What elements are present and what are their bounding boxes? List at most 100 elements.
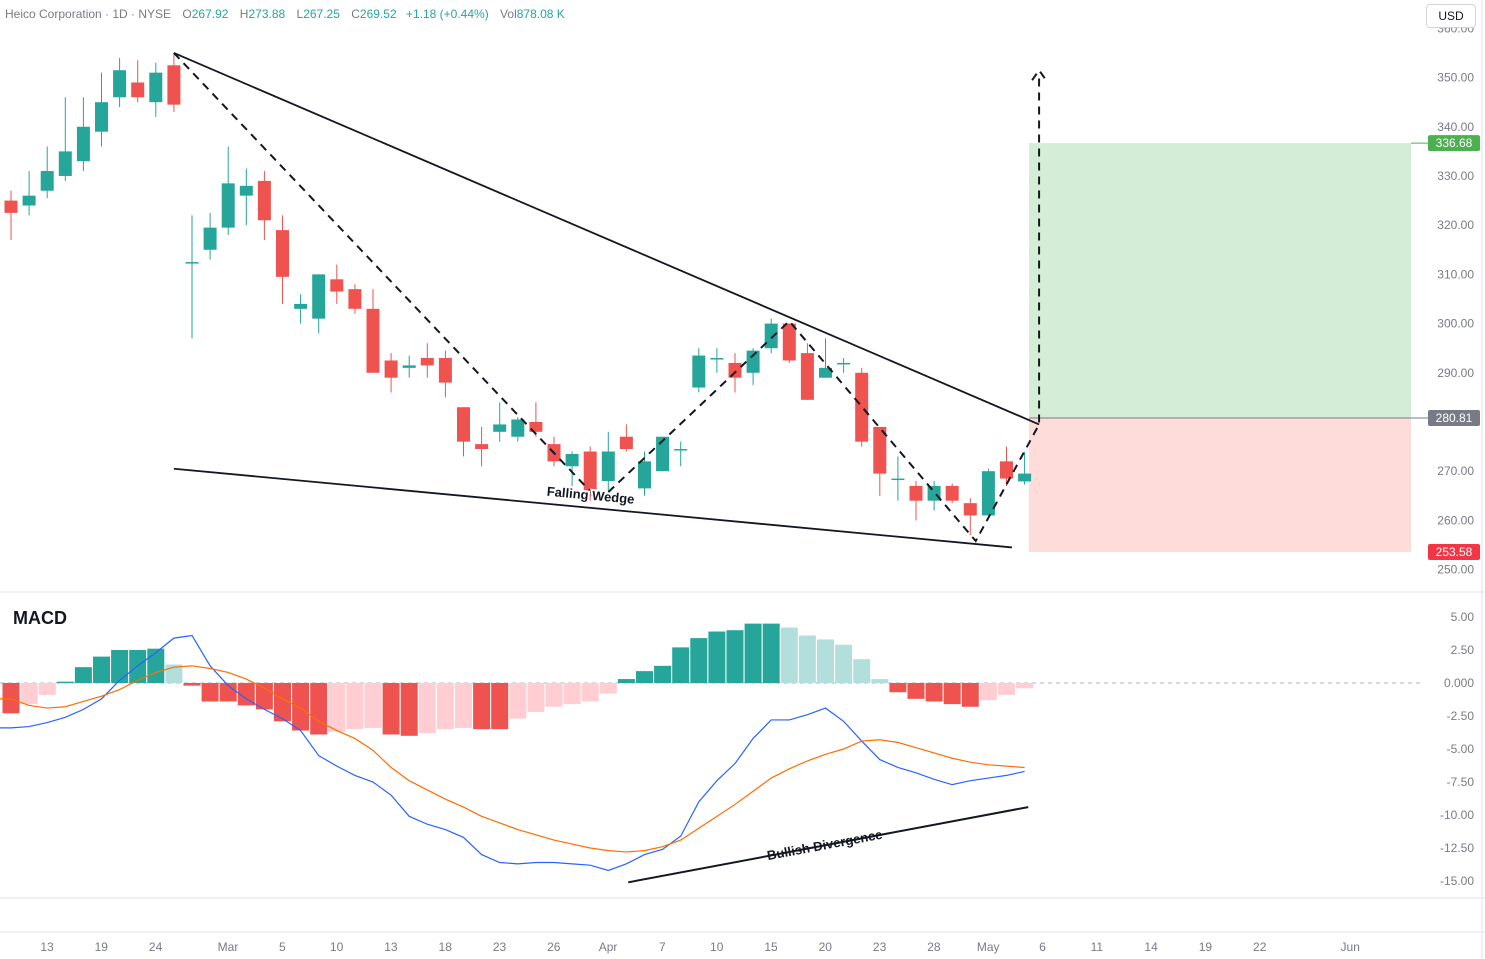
low-label: L (296, 7, 304, 21)
candle-body (203, 227, 217, 250)
symbol-legend: Heico Corporation · 1D · NYSE O267.92 H2… (5, 7, 565, 21)
candle (131, 60, 145, 103)
candle (457, 407, 470, 457)
candle (619, 424, 633, 452)
divergence-line (628, 806, 1029, 884)
time-tick-label: 10 (710, 940, 724, 954)
candle (873, 426, 887, 496)
candle (402, 355, 416, 378)
histogram-bar (979, 683, 997, 701)
histogram-bar (2, 683, 20, 714)
target-price-tag: 336.68 (1428, 135, 1480, 152)
candle (257, 171, 271, 240)
entry-price-tag-text: 280.81 (1436, 411, 1473, 425)
candle-body (583, 451, 597, 496)
macd-tick-label: -10.00 (1440, 808, 1474, 822)
histogram-bar (56, 681, 74, 683)
histogram-bar (328, 683, 346, 732)
candle-body (76, 126, 90, 162)
candle (475, 426, 489, 467)
candle-body (873, 426, 887, 474)
candle (167, 52, 181, 113)
currency-button[interactable]: USD (1426, 4, 1476, 28)
candle-body (113, 70, 127, 98)
change-value: +1.18 (+0.44%) (405, 7, 489, 21)
candle-body (565, 453, 579, 467)
histogram-bar (400, 683, 418, 736)
candle-body (330, 279, 344, 292)
candle-body (764, 323, 778, 349)
macd-tick-label: -15.00 (1440, 874, 1474, 888)
histogram-bar (274, 683, 291, 722)
candle (276, 215, 289, 304)
candle-body (692, 355, 706, 388)
candle-body (221, 183, 235, 228)
histogram-bar (219, 683, 237, 702)
target-price-tag-bg (1428, 135, 1480, 152)
candle-body (1000, 461, 1013, 479)
candle (294, 294, 308, 324)
price-tick-label: 260.00 (1437, 513, 1474, 527)
candle (656, 436, 670, 472)
zigzag-dashed-path (173, 52, 1041, 543)
time-tick-label: 11 (1091, 940, 1104, 954)
macd-tick-label: -2.50 (1447, 709, 1475, 723)
candle-body (529, 421, 543, 432)
histogram-bar (418, 683, 436, 734)
candle (746, 348, 760, 386)
price-tick-label: 310.00 (1437, 267, 1474, 281)
histogram-bar (599, 683, 617, 694)
histogram-bar (943, 683, 961, 705)
histogram-bar (871, 679, 889, 683)
candle (800, 343, 814, 400)
histogram-bar (491, 683, 509, 730)
candle-body (619, 436, 633, 450)
candle (837, 358, 851, 373)
histogram-bar (455, 683, 472, 728)
candle (384, 353, 398, 393)
histogram-bar (726, 630, 744, 683)
candle-body (312, 274, 326, 319)
histogram-bar (93, 656, 110, 683)
histogram-bar (1016, 683, 1034, 689)
candle-body (438, 358, 452, 383)
candle (40, 146, 54, 199)
symbol-title: Heico Corporation · 1D · NYSE (5, 7, 172, 21)
histogram-bar (563, 683, 581, 705)
candle (149, 62, 163, 117)
candle (185, 215, 199, 339)
candle (529, 402, 543, 437)
candle-body (638, 461, 651, 489)
candle (945, 483, 959, 504)
candle (1000, 446, 1013, 486)
close-value: 269.52 (359, 7, 397, 21)
time-tick-label: Mar (218, 940, 239, 954)
candle (113, 57, 127, 108)
time-tick-label: 18 (439, 940, 453, 954)
candle (493, 402, 507, 442)
time-tick-label: 24 (149, 940, 163, 954)
candle-body (728, 362, 742, 378)
histogram-bar (74, 667, 92, 683)
wedge-lower-line (173, 467, 1013, 549)
histogram-bar (527, 683, 545, 713)
histogram-bar (346, 683, 364, 730)
target-price-tag-text: 336.68 (1436, 136, 1473, 150)
macd-tick-label: -7.50 (1447, 775, 1475, 789)
candle (22, 171, 36, 216)
macd-tick-label: 5.00 (1451, 610, 1475, 624)
volume-value: 878.08 K (516, 7, 565, 21)
histogram-bar (907, 683, 925, 699)
candle-body (402, 365, 416, 368)
price-tick-label: 250.00 (1437, 563, 1474, 577)
wedge-label: Falling Wedge (546, 484, 635, 507)
candle-body (475, 444, 489, 450)
histogram-bar (292, 683, 310, 731)
time-tick-label: 23 (873, 940, 887, 954)
time-tick-label: 19 (1199, 940, 1213, 954)
macd-histogram (2, 623, 1034, 736)
candle-body (40, 171, 54, 191)
macd-axis: 5.00 2.50 0.000 -2.50 -5.00 -7.50 -10.00 -12.50… (1440, 610, 1474, 888)
candle (330, 264, 344, 304)
